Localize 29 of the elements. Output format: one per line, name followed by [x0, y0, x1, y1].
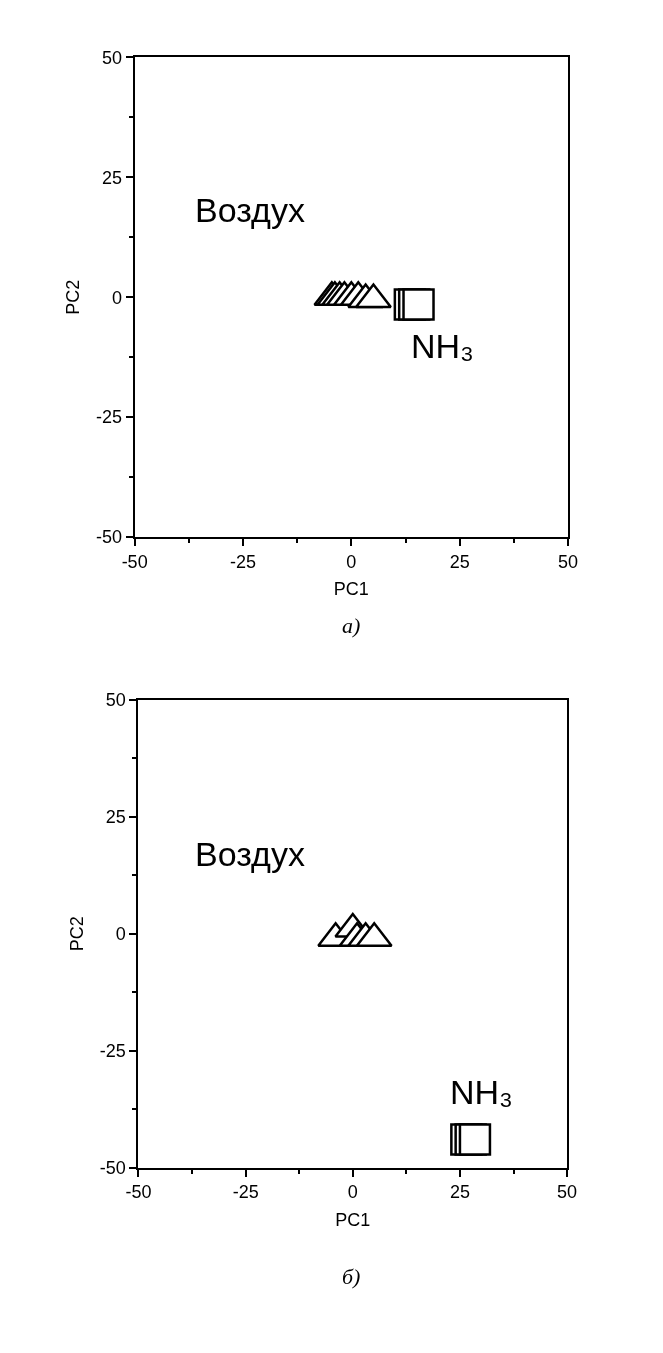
- y-tick-label: -50: [99, 1157, 126, 1178]
- x-tick-label: -25: [232, 1182, 259, 1203]
- y-tick-label: 25: [105, 806, 126, 827]
- text: б): [342, 1264, 361, 1289]
- y-tick-label: 0: [112, 287, 123, 308]
- text: а): [342, 613, 361, 638]
- y-tick-label: -25: [96, 407, 123, 428]
- x-tick-label: -50: [125, 1182, 152, 1203]
- annotation: NH₃: [411, 327, 474, 365]
- y-tick-label: 50: [102, 47, 123, 68]
- annotation: Воздух: [195, 835, 305, 873]
- x-tick-label: 25: [449, 551, 470, 572]
- x-axis-title: PC1: [333, 579, 369, 600]
- y-tick-label: 50: [105, 689, 126, 710]
- y-tick-label: 0: [115, 923, 126, 944]
- x-tick-label: -25: [229, 551, 256, 572]
- annotation: NH₃: [450, 1073, 513, 1111]
- y-tick-label: 25: [102, 167, 123, 188]
- y-axis-title: PC2: [62, 279, 83, 315]
- y-axis-title: PC2: [66, 916, 87, 952]
- annotation: Воздух: [195, 191, 305, 229]
- x-tick-label: 25: [449, 1182, 470, 1203]
- x-axis-title: PC1: [335, 1209, 371, 1230]
- y-tick-label: -25: [99, 1040, 126, 1061]
- x-tick-label: 50: [557, 1182, 578, 1203]
- x-tick-label: 0: [347, 1182, 358, 1203]
- x-tick-label: 50: [558, 551, 579, 572]
- y-tick-label: -50: [96, 527, 123, 548]
- x-tick-label: 0: [346, 551, 357, 572]
